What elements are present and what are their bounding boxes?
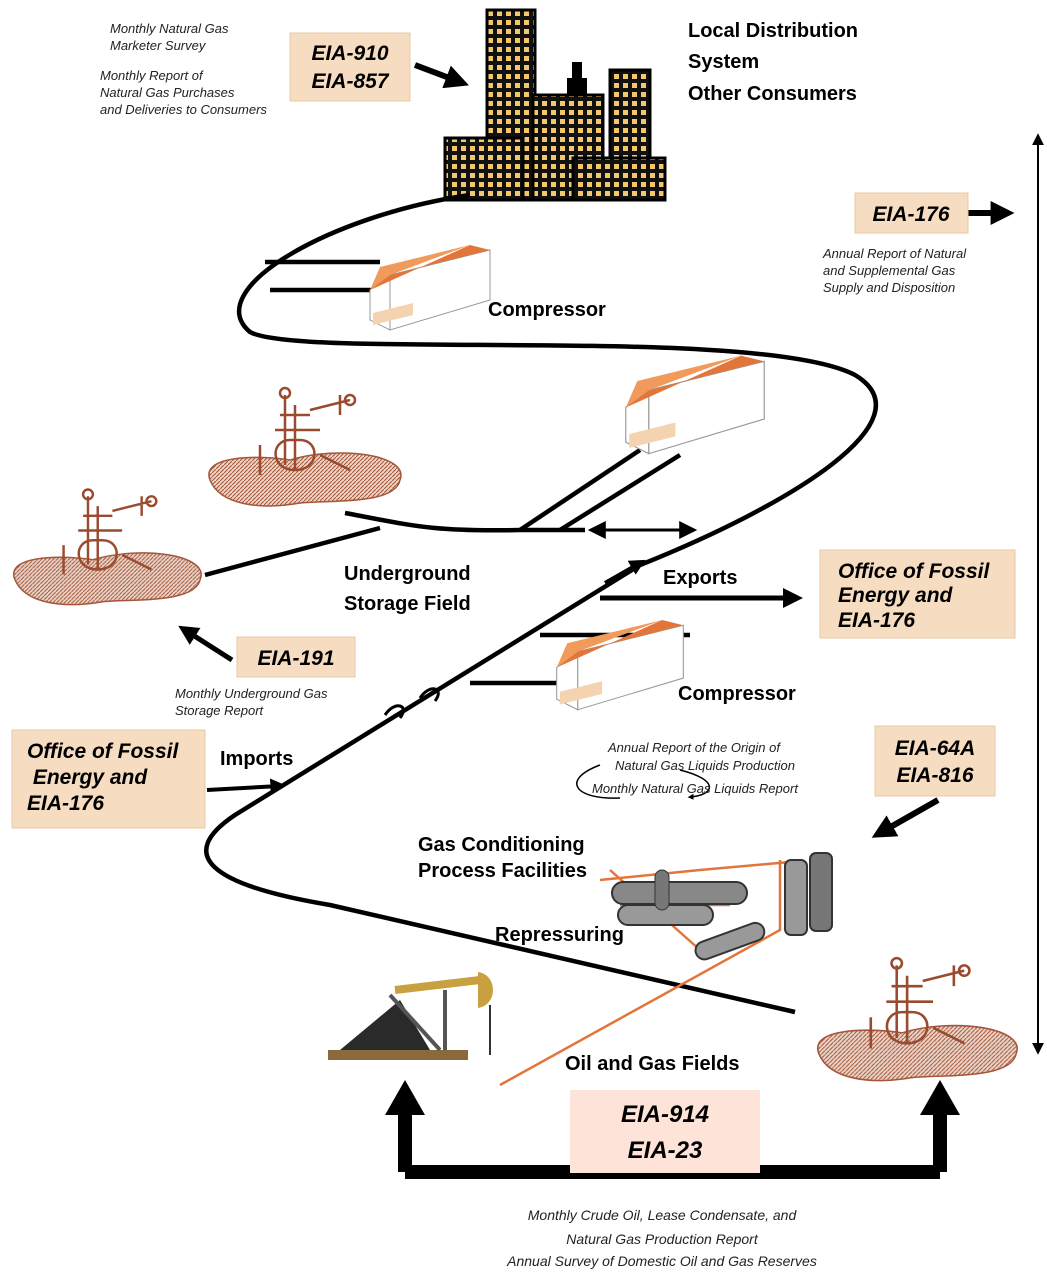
pipeline-part — [605, 563, 640, 583]
pumpjack-part — [395, 980, 480, 990]
form-id: EIA-910 — [311, 42, 388, 65]
form-id: EIA-816 — [896, 764, 973, 787]
form-id: Office of Fossil — [838, 560, 990, 583]
note: Monthly Report of — [100, 68, 204, 83]
wellhead — [818, 958, 1017, 1080]
form-id: EIA-914 — [621, 1101, 709, 1128]
processing-facility-part — [810, 853, 832, 931]
form-id: Energy and — [838, 584, 954, 607]
processing-facility-part — [612, 882, 747, 904]
label: Local Distribution — [688, 20, 858, 42]
label: Underground — [344, 563, 471, 585]
wellhead — [209, 388, 401, 506]
note: and Supplemental Gas — [823, 263, 956, 278]
label: Repressuring — [495, 924, 624, 946]
pumpjack-part — [328, 1050, 468, 1060]
label: Other Consumers — [688, 83, 857, 105]
form-id: EIA-191 — [257, 647, 334, 670]
natural-gas-diagram: Monthly Natural Gas Marketer Survey Mont… — [0, 0, 1047, 1275]
note: Monthly Underground Gas — [175, 686, 328, 701]
buildings-part — [445, 138, 523, 200]
form-id: Energy and — [27, 766, 148, 789]
note: Monthly Natural Gas Liquids Report — [592, 781, 799, 796]
pumpjack-part — [478, 972, 493, 1008]
label: Imports — [220, 748, 293, 770]
note: Annual Survey of Domestic Oil and Gas Re… — [506, 1253, 817, 1269]
pumpjack — [328, 972, 493, 1060]
form-id: Office of Fossil — [27, 740, 179, 763]
note: Supply and Disposition — [823, 280, 955, 295]
note: Marketer Survey — [110, 38, 207, 53]
compressor — [370, 245, 490, 330]
wellhead — [14, 489, 202, 604]
buildings-part — [572, 62, 582, 78]
note: Natural Gas Liquids Production — [615, 758, 795, 773]
form-id: EIA-857 — [311, 70, 389, 93]
note: and Deliveries to Consumers — [100, 102, 267, 117]
note: Storage Report — [175, 703, 265, 718]
note: Monthly Natural Gas — [110, 21, 229, 36]
label: Exports — [663, 567, 737, 589]
form-id: EIA-64A — [895, 737, 976, 760]
label: Process Facilities — [418, 860, 587, 882]
pipeline-part — [345, 513, 585, 530]
note: Annual Report of the Origin of — [607, 740, 781, 755]
note: Monthly Crude Oil, Lease Condensate, and — [528, 1207, 798, 1223]
compressor — [626, 356, 764, 454]
form-id: EIA-176 — [872, 203, 949, 226]
form-id: EIA-23 — [628, 1137, 703, 1164]
label: Gas Conditioning — [418, 834, 585, 856]
label: Compressor — [488, 299, 606, 321]
form-id: EIA-176 — [838, 609, 915, 632]
label: System — [688, 51, 759, 73]
form-arrows-part — [185, 630, 232, 660]
form-id: EIA-176 — [27, 792, 104, 815]
form-arrows-part — [415, 65, 460, 82]
processing-facility-part — [655, 870, 669, 910]
pipeline-part — [207, 786, 280, 790]
note: Natural Gas Purchases — [100, 85, 235, 100]
processing-facility-part — [785, 860, 807, 935]
label: Oil and Gas Fields — [565, 1053, 740, 1075]
form-arrows-part — [880, 800, 938, 833]
label: Storage Field — [344, 593, 471, 615]
buildings — [445, 10, 665, 200]
processing-facility-part — [693, 920, 767, 962]
note: Annual Report of Natural — [822, 246, 967, 261]
label: Compressor — [678, 683, 796, 705]
buildings-part — [573, 158, 665, 200]
note: Natural Gas Production Report — [566, 1231, 759, 1247]
